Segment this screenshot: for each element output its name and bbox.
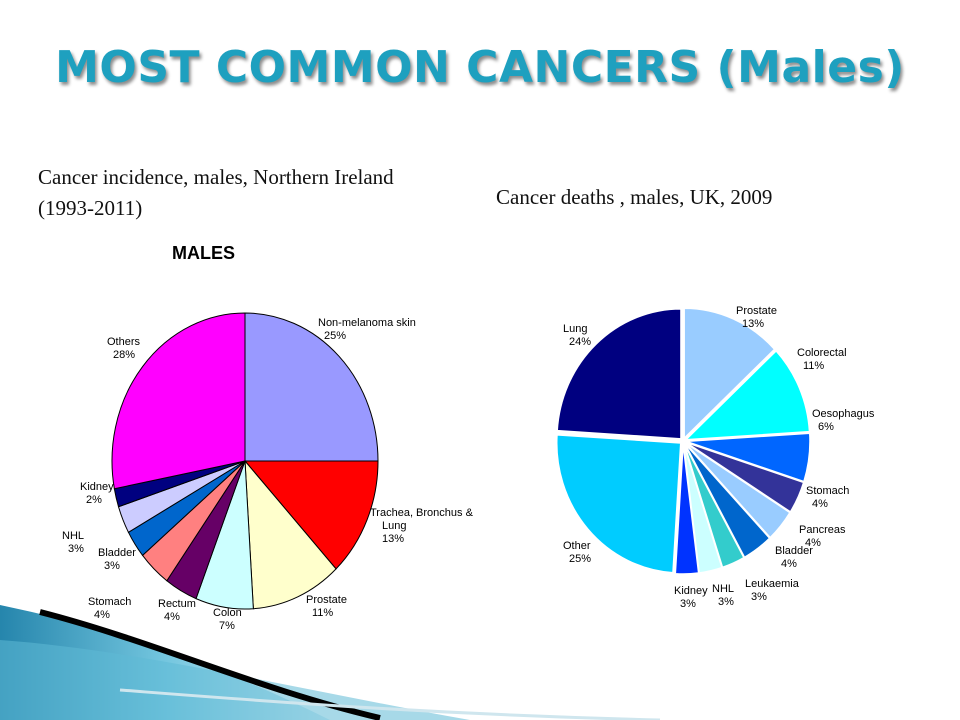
deaths-label-pancreas: Pancreas 4% [799, 524, 846, 549]
deaths-label-nhl: NHL 3% [712, 583, 734, 608]
deaths-label-kidney: Kidney 3% [674, 585, 708, 610]
incidence-label-non-melanoma-skin: Non-melanoma skin 25% [318, 317, 416, 342]
deaths-slice-prostate [683, 307, 776, 441]
deaths-label-other: Other 25% [563, 540, 591, 565]
deaths-label-oesophagus: Oesophagus 6% [812, 408, 875, 433]
deaths-label-leukaemia: Leukaemia 3% [745, 578, 800, 603]
incidence-label-trachea-bronchus: Trachea, Bronchus & Lung 13% [370, 507, 474, 545]
deaths-label-bladder: Bladder 4% [775, 545, 813, 570]
incidence-label-bladder: Bladder 3% [98, 547, 136, 572]
incidence-label-colon: Colon 7% [213, 607, 242, 632]
deaths-slice-kidney [674, 443, 700, 575]
incidence-slice-trachea-bronchus [243, 460, 379, 570]
incidence-label-prostate: Prostate 11% [306, 594, 347, 619]
incidence-label-rectum: Rectum 4% [158, 598, 196, 623]
deaths-label-colorectal: Colorectal 11% [797, 347, 847, 372]
incidence-pie-title: MALES [172, 243, 235, 263]
deaths-slice-other [556, 434, 682, 574]
deaths-slice-oesophagus [685, 432, 811, 483]
deaths-slice-pancreas [684, 442, 792, 539]
incidence-label-stomach: Stomach 4% [88, 596, 131, 621]
incidence-label-kidney: Kidney 2% [80, 481, 114, 506]
deaths-label-stomach: Stomach 4% [806, 485, 849, 510]
incidence-label-nhl: NHL 3% [62, 530, 84, 555]
slide-title: MOST COMMON CANCERS (Males) [55, 42, 905, 93]
incidence-slice-others [111, 312, 246, 490]
incidence-label-others: Others 28% [107, 336, 141, 361]
deaths-label-lung: Lung 24% [563, 323, 591, 348]
incidence-subtitle: Cancer incidence, males, Northern Irelan… [38, 165, 394, 220]
deaths-subtitle: Cancer deaths , males, UK, 2009 [496, 185, 773, 209]
deaths-slice-lung [556, 308, 682, 440]
incidence-slice-non-melanoma-skin [244, 312, 379, 462]
incidence-slice-prostate [244, 459, 337, 610]
deaths-slice-stomach [685, 441, 805, 513]
deaths-slice-colorectal [683, 349, 811, 441]
deaths-label-prostate: Prostate 13% [736, 305, 777, 330]
